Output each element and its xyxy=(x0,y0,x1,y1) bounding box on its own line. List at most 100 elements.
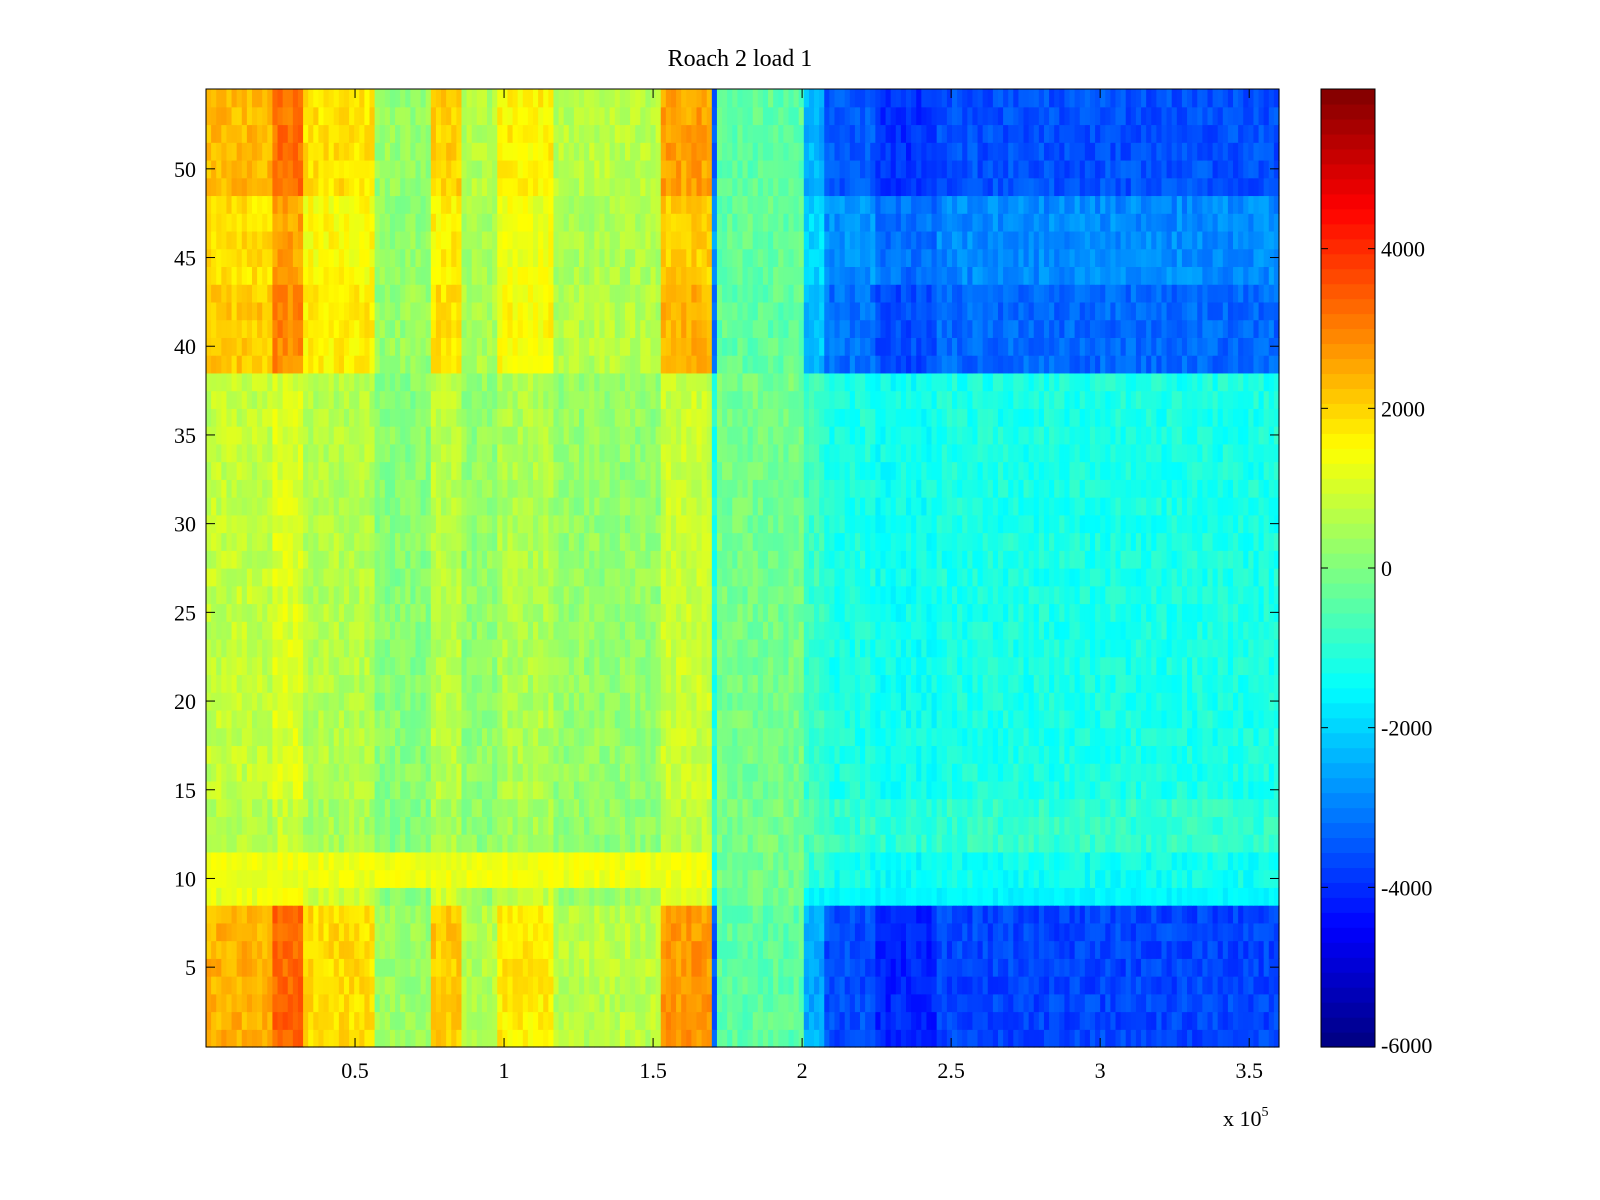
heatmap-cell xyxy=(1089,993,1096,1013)
heatmap-cell xyxy=(839,958,846,977)
heatmap-cell xyxy=(206,745,212,764)
heatmap-cell xyxy=(808,638,815,658)
heatmap-cell xyxy=(875,763,882,782)
heatmap-cell xyxy=(783,851,790,871)
heatmap-cell xyxy=(895,674,902,693)
heatmap-cell xyxy=(1161,763,1168,782)
heatmap-cell xyxy=(236,940,243,959)
heatmap-cell xyxy=(1202,745,1209,764)
heatmap-cell xyxy=(451,638,457,658)
heatmap-cell xyxy=(246,834,253,853)
heatmap-cell xyxy=(1176,922,1183,942)
heatmap-cell xyxy=(768,763,774,782)
heatmap-cell xyxy=(395,922,401,942)
heatmap-cell xyxy=(1258,816,1265,835)
heatmap-cell xyxy=(885,656,892,676)
heatmap-cell xyxy=(563,816,570,835)
heatmap-cell xyxy=(834,976,841,995)
heatmap-cell xyxy=(849,976,856,995)
heatmap-cell xyxy=(579,1011,585,1030)
heatmap-cell xyxy=(1197,780,1203,800)
heatmap-cell xyxy=(354,940,360,959)
heatmap-cell xyxy=(1258,727,1265,747)
heatmap-cell xyxy=(1181,727,1188,747)
heatmap-cell xyxy=(1054,798,1060,817)
heatmap-cell xyxy=(533,692,539,711)
heatmap-cell xyxy=(778,958,784,977)
heatmap-cell xyxy=(854,621,861,640)
heatmap-cell xyxy=(962,834,968,853)
heatmap-cell xyxy=(379,851,386,871)
heatmap-cell xyxy=(1238,993,1244,1013)
heatmap-cell xyxy=(512,798,519,817)
heatmap-cell xyxy=(1064,763,1071,782)
heatmap-cell xyxy=(297,887,304,906)
heatmap-cell xyxy=(456,834,463,853)
heatmap-cell xyxy=(1156,745,1163,764)
heatmap-cell xyxy=(584,798,590,817)
heatmap-cell xyxy=(364,674,371,693)
heatmap-cell xyxy=(466,727,473,747)
heatmap-cell xyxy=(267,869,274,888)
heatmap-cell xyxy=(860,621,866,640)
heatmap-cell xyxy=(1043,940,1050,959)
heatmap-cell xyxy=(1207,727,1214,747)
heatmap-cell xyxy=(349,763,355,782)
heatmap-cell xyxy=(1243,834,1249,853)
heatmap-cell xyxy=(1069,976,1076,995)
heatmap-cell xyxy=(1028,922,1035,942)
heatmap-cell xyxy=(262,993,268,1013)
heatmap-cell xyxy=(1227,745,1234,764)
heatmap-cell xyxy=(798,621,805,640)
heatmap-cell xyxy=(972,674,979,693)
heatmap-cell xyxy=(527,851,534,871)
heatmap-cell xyxy=(814,976,820,995)
heatmap-cell xyxy=(1263,1011,1270,1030)
heatmap-cell xyxy=(1074,780,1081,800)
heatmap-cell xyxy=(323,638,330,658)
heatmap-cell xyxy=(1181,905,1188,924)
heatmap-cell xyxy=(834,851,841,871)
heatmap-cell xyxy=(441,922,447,942)
heatmap-cell xyxy=(1079,709,1086,729)
heatmap-cell xyxy=(287,958,294,977)
heatmap-cell xyxy=(819,709,825,729)
heatmap-cell xyxy=(410,780,417,800)
heatmap-cell xyxy=(1171,1029,1178,1048)
heatmap-cell xyxy=(1059,993,1065,1013)
heatmap-cell xyxy=(236,834,243,853)
heatmap-cell xyxy=(839,976,846,995)
heatmap-cell xyxy=(1181,638,1188,658)
heatmap-cell xyxy=(885,709,892,729)
heatmap-cell xyxy=(967,851,974,871)
heatmap-cell xyxy=(992,816,999,835)
heatmap-cell xyxy=(584,958,590,977)
heatmap-cell xyxy=(604,692,611,711)
heatmap-cell xyxy=(926,692,933,711)
heatmap-cell xyxy=(451,940,457,959)
heatmap-cell xyxy=(1258,763,1265,782)
heatmap-cell xyxy=(206,709,212,729)
heatmap-cell xyxy=(272,1011,279,1030)
heatmap-cell xyxy=(441,692,447,711)
heatmap-cell xyxy=(206,1029,212,1048)
heatmap-cell xyxy=(308,993,314,1013)
heatmap-cell xyxy=(1156,709,1163,729)
heatmap-cell xyxy=(543,638,549,658)
heatmap-cell xyxy=(972,638,979,658)
heatmap-cell xyxy=(292,816,299,835)
heatmap-cell xyxy=(1079,745,1086,764)
heatmap-cell xyxy=(865,1029,871,1048)
heatmap-cell xyxy=(435,922,442,942)
heatmap-cell xyxy=(1013,1011,1020,1030)
heatmap-cell xyxy=(665,745,672,764)
heatmap-cell xyxy=(982,674,989,693)
heatmap-cell xyxy=(1089,976,1096,995)
heatmap-cell xyxy=(921,763,928,782)
heatmap-cell xyxy=(834,674,841,693)
heatmap-cell xyxy=(803,905,810,924)
heatmap-cell xyxy=(251,869,258,888)
heatmap-cell xyxy=(287,905,294,924)
heatmap-cell xyxy=(251,851,258,871)
heatmap-cell xyxy=(967,621,974,640)
